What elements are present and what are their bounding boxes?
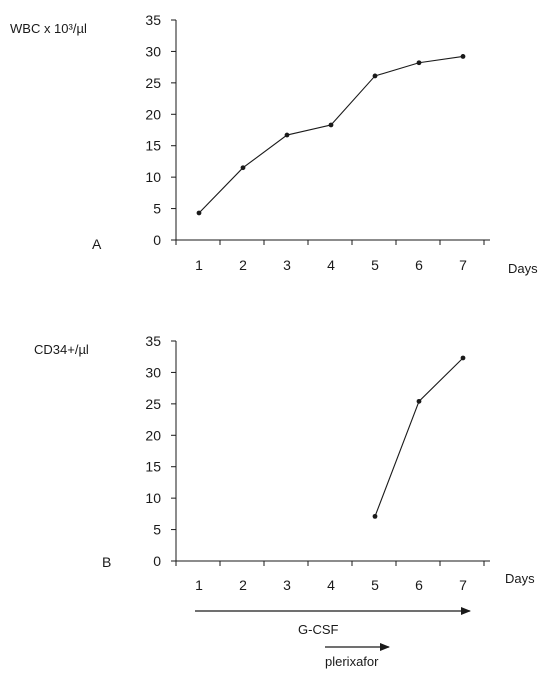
data-point-b <box>372 513 378 519</box>
x-tick-label-b: 3 <box>283 577 291 593</box>
chart-panel-b: CD34+/µl B Days 0 5 10 15 20 25 30 35 1 2 3 4 5 6 7 <box>34 333 535 593</box>
panel-label-a: A <box>92 236 102 252</box>
y-tick-label-b: 10 <box>145 490 161 506</box>
x-tick-label-a: 2 <box>239 257 247 273</box>
y-tick-label-b: 0 <box>153 553 161 569</box>
y-tick-label-a: 30 <box>145 43 161 59</box>
y-tick-label-b: 5 <box>153 522 161 538</box>
y-axis-label-b: CD34+/µl <box>34 342 89 357</box>
y-tick-label-b: 30 <box>145 364 161 380</box>
y-tick-label-b: 25 <box>145 396 161 412</box>
data-point-b <box>416 398 422 404</box>
ticks-a: 0 5 10 15 20 25 30 35 1 2 3 4 5 6 7 <box>145 12 485 273</box>
data-point-a <box>284 132 290 138</box>
x-tick-label-b: 1 <box>195 577 203 593</box>
series-b <box>372 355 466 519</box>
y-tick-label-a: 15 <box>145 138 161 154</box>
data-point-a <box>460 54 466 59</box>
x-tick-label-b: 5 <box>371 577 379 593</box>
series-a <box>196 54 466 216</box>
axes-a <box>175 20 490 241</box>
x-tick-label-a: 1 <box>195 257 203 273</box>
y-tick-label-b: 35 <box>145 333 161 349</box>
data-point-a <box>240 165 246 171</box>
x-tick-label-a: 4 <box>327 257 335 273</box>
x-tick-label-b: 6 <box>415 577 423 593</box>
x-tick-label-a: 7 <box>459 257 467 273</box>
data-point-a <box>372 73 378 79</box>
x-axis-label-a: Days <box>508 261 538 276</box>
data-point-a <box>328 122 334 128</box>
y-tick-label-a: 10 <box>145 169 161 185</box>
panel-label-b: B <box>102 554 111 570</box>
x-tick-label-a: 3 <box>283 257 291 273</box>
gcsf-label: G-CSF <box>298 622 339 637</box>
axes-b <box>175 341 490 562</box>
x-tick-label-a: 5 <box>371 257 379 273</box>
data-point-b <box>460 355 466 361</box>
y-tick-label-a: 5 <box>153 201 161 217</box>
treatment-annotations: G-CSF plerixafor <box>195 607 471 669</box>
chart-panel-a: WBC x 10³/µl A Days 0 5 10 15 20 25 30 35 1 2 3 4 5 6… <box>10 12 538 276</box>
y-tick-label-a: 0 <box>153 232 161 248</box>
series-line-a <box>198 55 464 214</box>
y-tick-label-a: 20 <box>145 106 161 122</box>
x-tick-label-b: 7 <box>459 577 467 593</box>
plerixafor-label: plerixafor <box>325 654 379 669</box>
data-point-a <box>416 60 422 66</box>
series-line-b <box>374 357 464 517</box>
y-tick-label-a: 25 <box>145 75 161 91</box>
y-tick-label-a: 35 <box>145 12 161 28</box>
data-point-a <box>196 210 202 216</box>
x-tick-label-b: 2 <box>239 577 247 593</box>
y-tick-label-b: 20 <box>145 427 161 443</box>
y-tick-label-b: 15 <box>145 459 161 475</box>
ticks-b: 0 5 10 15 20 25 30 35 1 2 3 4 5 6 7 <box>145 333 485 593</box>
x-tick-label-a: 6 <box>415 257 423 273</box>
y-axis-label-a: WBC x 10³/µl <box>10 21 87 36</box>
x-tick-label-b: 4 <box>327 577 335 593</box>
x-axis-label-b: Days <box>505 571 535 586</box>
